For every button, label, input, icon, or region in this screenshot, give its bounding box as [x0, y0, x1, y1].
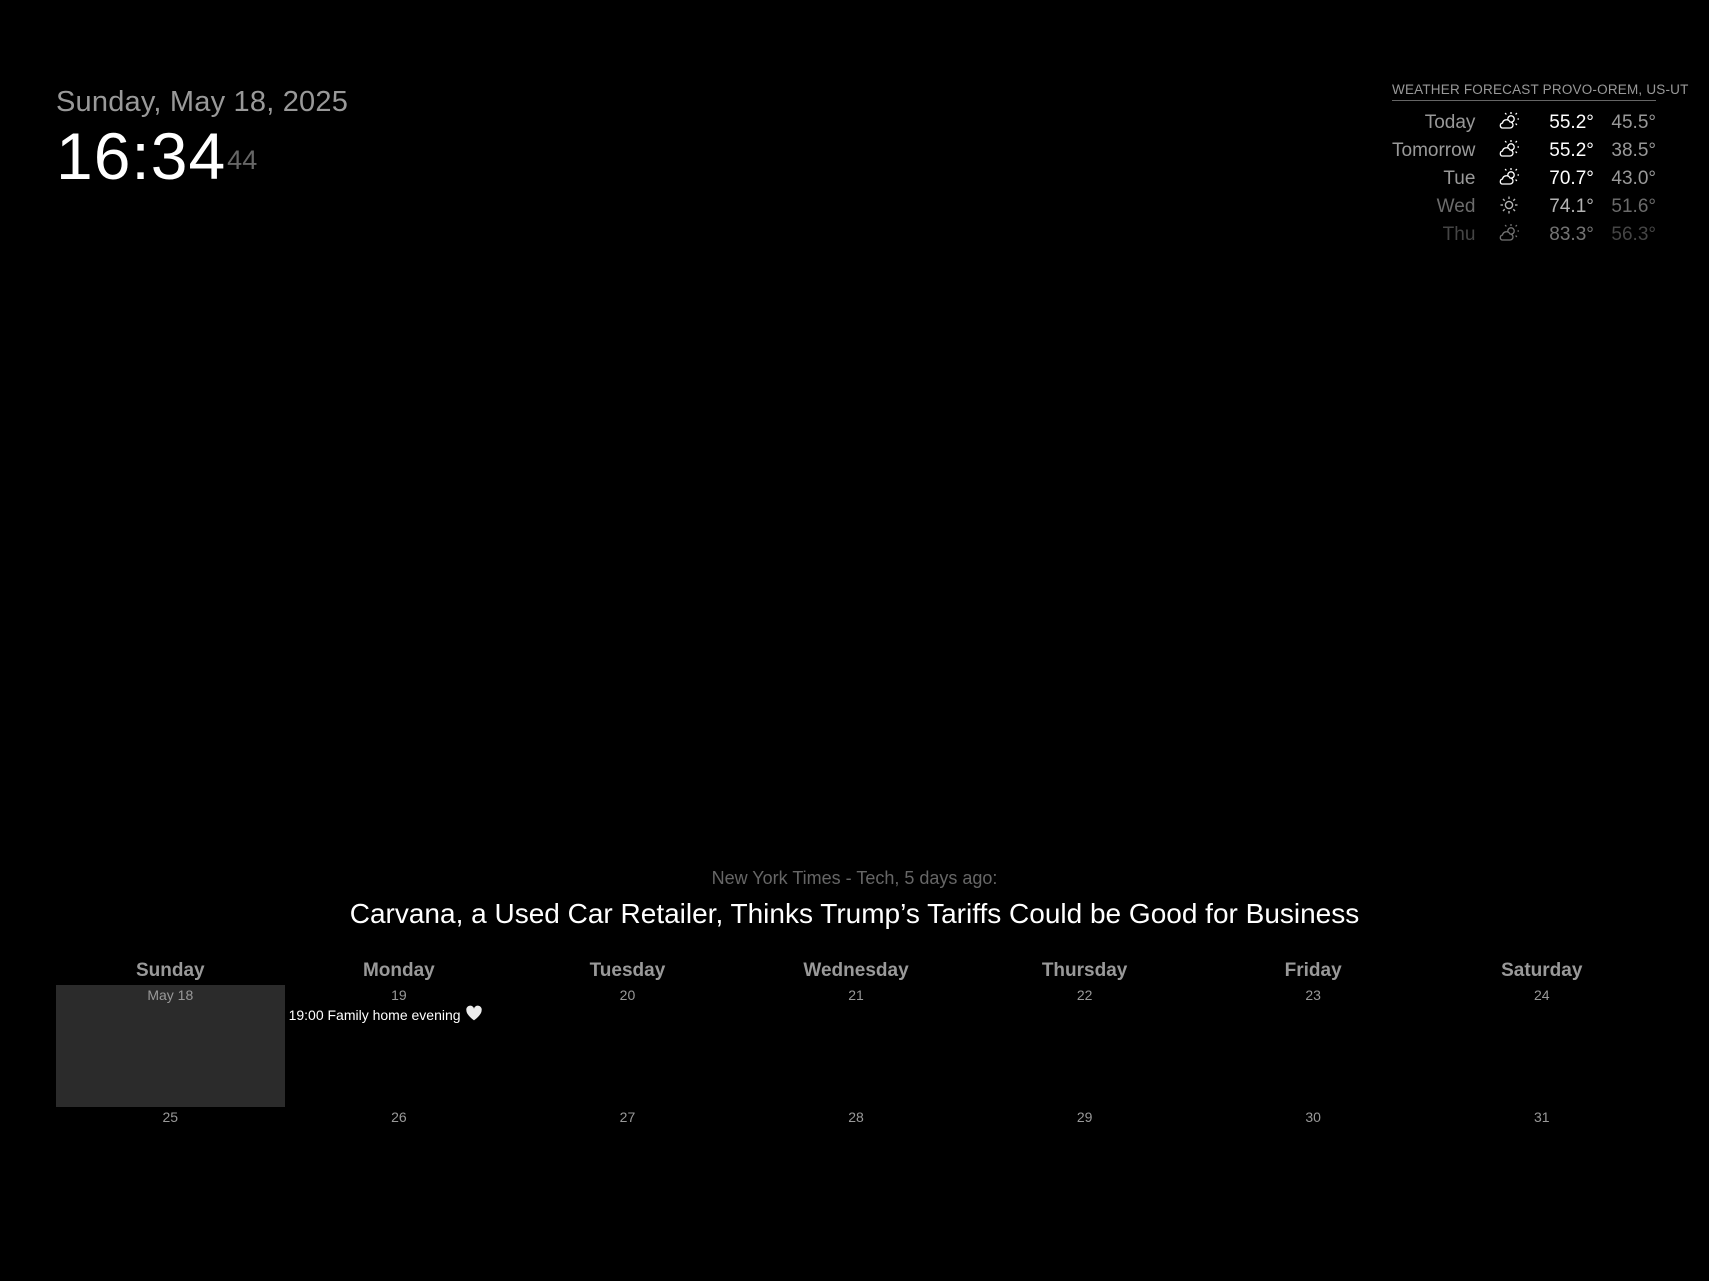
calendar-day-number: 30: [1305, 1109, 1321, 1125]
calendar-day[interactable]: 20: [513, 985, 742, 1107]
weekday-friday: Friday: [1284, 960, 1342, 981]
calendar-day-number: 22: [1076, 987, 1093, 1003]
calendar-day[interactable]: 27: [513, 1107, 742, 1229]
partly-cloudy-day-icon: [1475, 109, 1542, 137]
weather-forecast-module: WEATHER FORECAST PROVO-OREM, US-UT Today…: [1392, 82, 1688, 249]
calendar-weekday-header: Sunday Monday Tuesday Wednesday Thursday Frid…: [56, 958, 1656, 985]
weather-row-thu: Thu 83.3° 56.3°: [1392, 221, 1656, 249]
calendar-day[interactable]: 30: [1199, 1107, 1428, 1229]
calendar-day-number: 19: [391, 987, 407, 1003]
weather-day: Tomorrow: [1392, 140, 1476, 161]
partly-cloudy-day-icon: [1475, 165, 1542, 193]
calendar-event-title: 19:00 Family home evening: [288, 1007, 461, 1023]
clock-hours-minutes: 16:34: [56, 119, 227, 193]
calendar-day-number: 28: [848, 1109, 864, 1125]
weather-min-temp: 38.5°: [1611, 140, 1656, 161]
calendar-day-number: May 18: [147, 987, 194, 1003]
partly-cloudy-day-icon: [1475, 221, 1542, 249]
weekday-tuesday: Tuesday: [589, 960, 666, 981]
calendar-day[interactable]: 31: [1427, 1107, 1656, 1229]
news-headline[interactable]: Carvana, a Used Car Retailer, Thinks Tru…: [349, 898, 1360, 929]
calendar-day-number: 21: [848, 987, 864, 1003]
calendar-day-number: 23: [1305, 987, 1321, 1003]
weather-max-temp: 55.2°: [1549, 112, 1594, 133]
weather-min-temp: 43.0°: [1611, 168, 1656, 189]
weather-day: Wed: [1436, 196, 1476, 217]
heart-icon: [465, 1005, 483, 1026]
weather-min-temp: 51.6°: [1611, 196, 1656, 217]
weather-max-temp: 74.1°: [1549, 196, 1594, 217]
weather-day: Tue: [1443, 168, 1476, 189]
calendar-day[interactable]: 24: [1427, 985, 1656, 1107]
calendar-day[interactable]: 21: [742, 985, 971, 1107]
weather-day: Thu: [1442, 224, 1476, 245]
calendar-day-number: 27: [619, 1109, 636, 1125]
weather-row-tomorrow: Tomorrow 55.2° 38.5°: [1392, 137, 1656, 165]
weekday-saturday: Saturday: [1501, 960, 1583, 981]
calendar-day-number: 20: [619, 987, 636, 1003]
calendar-day-number: 31: [1533, 1109, 1550, 1125]
weekday-monday: Monday: [362, 960, 435, 981]
clock-seconds: 44: [227, 145, 258, 175]
calendar-day[interactable]: 29: [970, 1107, 1199, 1229]
clock-module: Sunday, May 18, 2025 16:3444: [56, 84, 348, 207]
weather-max-temp: 55.2°: [1549, 140, 1594, 161]
calendar-day-number: 29: [1076, 1109, 1093, 1125]
calendar-day-today[interactable]: May 18: [56, 985, 285, 1107]
partly-cloudy-day-icon: [1475, 137, 1542, 165]
weather-row-wed: Wed 74.1° 51.6°: [1392, 193, 1656, 221]
calendar-module: Sunday Monday Tuesday Wednesday Thursday Frid…: [56, 958, 1656, 1229]
weather-forecast-table: Today 55.2° 45.5° Tomorrow 55.2° 38.5° Tue 70.7…: [1392, 109, 1656, 249]
calendar-day[interactable]: 19 19:00 Family home evening: [285, 985, 514, 1107]
calendar-day[interactable]: 25: [56, 1107, 285, 1229]
calendar-day[interactable]: 28: [742, 1107, 971, 1229]
weather-max-temp: 70.7°: [1549, 168, 1594, 189]
calendar-week: May 18 19 19:00 Family home evening 20 21 22 2…: [56, 985, 1656, 1107]
weather-min-temp: 56.3°: [1611, 224, 1656, 245]
news-source: New York Times - Tech, 5 days ago:: [711, 868, 998, 888]
weekday-wednesday: Wednesday: [803, 960, 909, 981]
weather-header: WEATHER FORECAST PROVO-OREM, US-UT: [1392, 82, 1688, 101]
calendar-day[interactable]: 26: [285, 1107, 514, 1229]
calendar-day[interactable]: 23: [1199, 985, 1428, 1107]
clock-time: 16:3444: [56, 123, 348, 207]
calendar-day-number: 25: [162, 1109, 179, 1125]
calendar-grid: May 18 19 19:00 Family home evening 20 21 22 2…: [56, 985, 1656, 1229]
sunny-icon: [1475, 193, 1542, 221]
weather-row-today: Today 55.2° 45.5°: [1392, 109, 1656, 137]
weekday-thursday: Thursday: [1041, 960, 1128, 981]
clock-date: Sunday, May 18, 2025: [56, 86, 349, 118]
newsfeed-module: New York Times - Tech, 5 days ago: Carva…: [0, 866, 1709, 932]
weather-max-temp: 83.3°: [1549, 224, 1594, 245]
calendar-day-number: 26: [391, 1109, 407, 1125]
calendar-day[interactable]: 22: [970, 985, 1199, 1107]
weather-row-tue: Tue 70.7° 43.0°: [1392, 165, 1656, 193]
weekday-sunday: Sunday: [135, 960, 205, 981]
calendar-day-number: 24: [1533, 987, 1550, 1003]
weather-min-temp: 45.5°: [1611, 112, 1656, 133]
calendar-event[interactable]: 19:00 Family home evening: [285, 1005, 514, 1026]
calendar-week: 25 26 27 28 29 30 31: [56, 1107, 1656, 1229]
weather-day: Today: [1424, 112, 1476, 133]
